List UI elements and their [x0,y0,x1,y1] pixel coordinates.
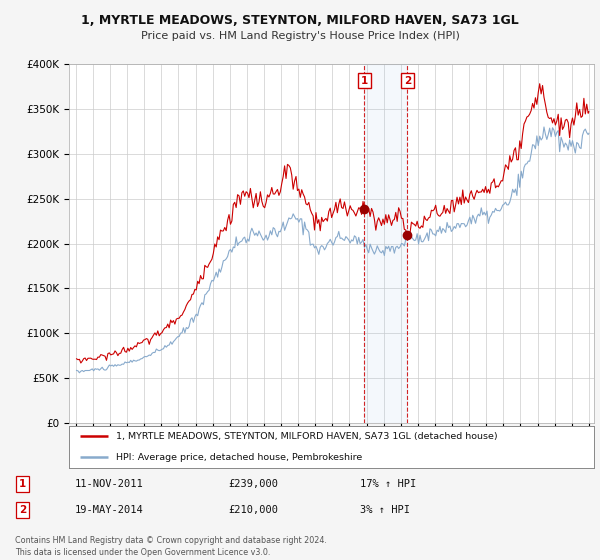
Text: 1: 1 [361,76,368,86]
Text: HPI: Average price, detached house, Pembrokeshire: HPI: Average price, detached house, Pemb… [116,452,362,461]
Text: 1: 1 [19,479,26,489]
Text: £239,000: £239,000 [228,479,278,489]
Text: 1, MYRTLE MEADOWS, STEYNTON, MILFORD HAVEN, SA73 1GL: 1, MYRTLE MEADOWS, STEYNTON, MILFORD HAV… [81,14,519,27]
Text: Contains HM Land Registry data © Crown copyright and database right 2024.
This d: Contains HM Land Registry data © Crown c… [15,536,327,557]
Text: 17% ↑ HPI: 17% ↑ HPI [360,479,416,489]
Text: 11-NOV-2011: 11-NOV-2011 [75,479,144,489]
Text: 2: 2 [404,76,411,86]
Bar [364,64,407,423]
Text: 19-MAY-2014: 19-MAY-2014 [75,505,144,515]
Text: 2: 2 [19,505,26,515]
Text: £210,000: £210,000 [228,505,278,515]
Text: 1, MYRTLE MEADOWS, STEYNTON, MILFORD HAVEN, SA73 1GL (detached house): 1, MYRTLE MEADOWS, STEYNTON, MILFORD HAV… [116,432,498,441]
Text: 3% ↑ HPI: 3% ↑ HPI [360,505,410,515]
Text: Price paid vs. HM Land Registry's House Price Index (HPI): Price paid vs. HM Land Registry's House … [140,31,460,41]
